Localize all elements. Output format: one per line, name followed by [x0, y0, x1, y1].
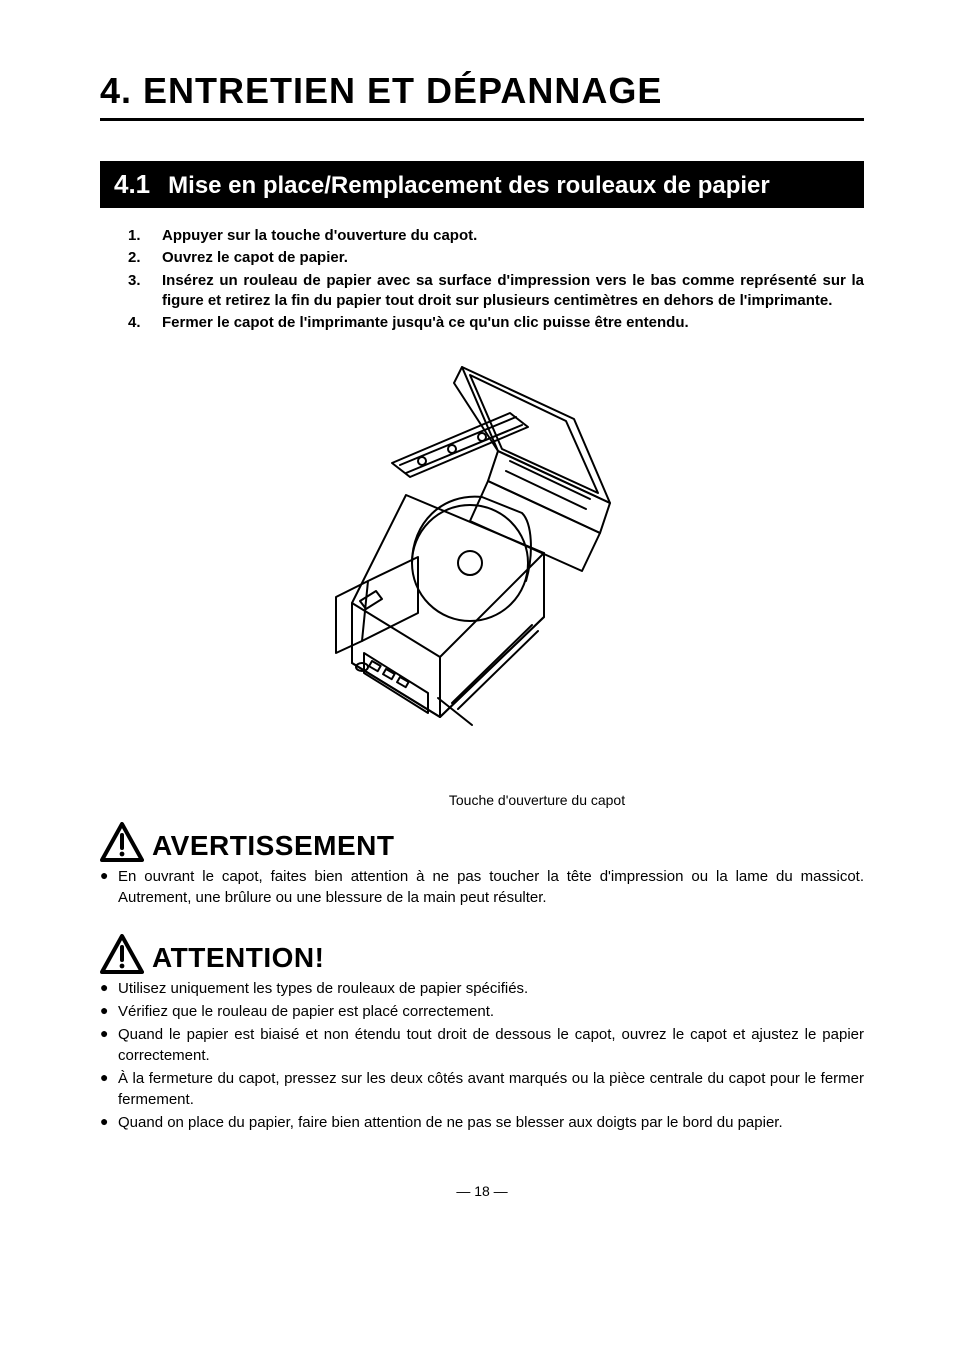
step-number: 2. — [128, 248, 162, 268]
attention-item: ●Quand le papier est biaisé et non étend… — [100, 1024, 864, 1066]
step-number: 1. — [128, 226, 162, 246]
step-number: 4. — [128, 313, 162, 333]
attention-item: ●Quand on place du papier, faire bien at… — [100, 1112, 864, 1133]
warning-text: En ouvrant le capot, faites bien attenti… — [118, 866, 864, 908]
attention-text: À la fermeture du capot, pressez sur les… — [118, 1068, 864, 1110]
step-text: Fermer le capot de l'imprimante jusqu'à … — [162, 313, 864, 333]
step-item: 2.Ouvrez le capot de papier. — [128, 248, 864, 268]
warning-header: AVERTISSEMENT — [100, 822, 864, 862]
attention-text: Utilisez uniquement les types de rouleau… — [118, 978, 864, 999]
step-item: 1.Appuyer sur la touche d'ouverture du c… — [128, 226, 864, 246]
attention-list: ●Utilisez uniquement les types de roulea… — [100, 978, 864, 1133]
step-text: Appuyer sur la touche d'ouverture du cap… — [162, 226, 864, 246]
attention-header: ATTENTION! — [100, 934, 864, 974]
warning-triangle-icon — [100, 934, 144, 974]
attention-title: ATTENTION! — [152, 942, 324, 974]
section-heading: 4.1 Mise en place/Remplacement des roule… — [100, 161, 864, 208]
step-text: Ouvrez le capot de papier. — [162, 248, 864, 268]
warning-item: ●En ouvrant le capot, faites bien attent… — [100, 866, 864, 908]
section-number: 4.1 — [114, 169, 150, 200]
step-number: 3. — [128, 271, 162, 312]
attention-text: Quand on place du papier, faire bien att… — [118, 1112, 864, 1133]
attention-item: ●Vérifiez que le rouleau de papier est p… — [100, 1001, 864, 1022]
page-number: — 18 — — [100, 1183, 864, 1199]
printer-figure: Touche d'ouverture du capot — [100, 353, 864, 808]
bullet-icon: ● — [100, 1068, 118, 1110]
step-item: 4.Fermer le capot de l'imprimante jusqu'… — [128, 313, 864, 333]
warning-list: ●En ouvrant le capot, faites bien attent… — [100, 866, 864, 908]
attention-item: ●Utilisez uniquement les types de roulea… — [100, 978, 864, 999]
bullet-icon: ● — [100, 1001, 118, 1022]
chapter-title: 4. ENTRETIEN ET DÉPANNAGE — [100, 70, 864, 121]
step-item: 3.Insérez un rouleau de papier avec sa s… — [128, 271, 864, 312]
bullet-icon: ● — [100, 1112, 118, 1133]
bullet-icon: ● — [100, 978, 118, 999]
attention-text: Vérifiez que le rouleau de papier est pl… — [118, 1001, 864, 1022]
attention-item: ●À la fermeture du capot, pressez sur le… — [100, 1068, 864, 1110]
warning-triangle-icon — [100, 822, 144, 862]
bullet-icon: ● — [100, 1024, 118, 1066]
step-text: Insérez un rouleau de papier avec sa sur… — [162, 271, 864, 312]
instruction-steps: 1.Appuyer sur la touche d'ouverture du c… — [100, 226, 864, 333]
printer-illustration — [322, 353, 642, 783]
figure-caption: Touche d'ouverture du capot — [100, 792, 864, 808]
section-label: Mise en place/Remplacement des rouleaux … — [168, 172, 770, 200]
bullet-icon: ● — [100, 866, 118, 908]
warning-title: AVERTISSEMENT — [152, 830, 394, 862]
attention-text: Quand le papier est biaisé et non étendu… — [118, 1024, 864, 1066]
